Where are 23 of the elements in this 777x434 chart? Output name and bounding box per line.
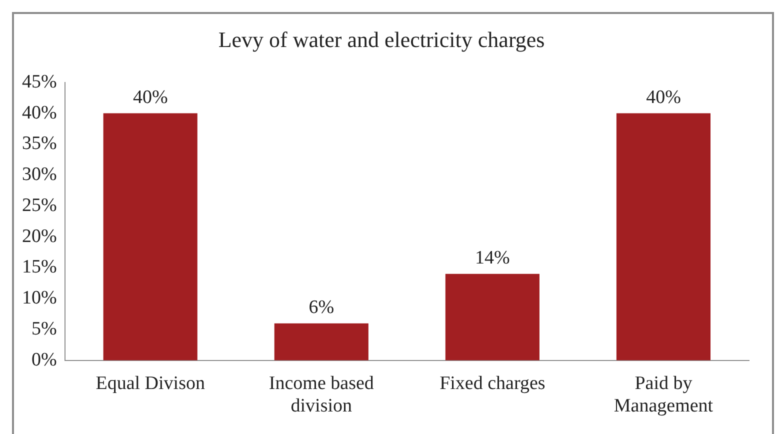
data-label: 14% (475, 247, 510, 268)
bar (274, 323, 368, 360)
x-tick-label: Income based division (268, 372, 374, 417)
y-tick-label: 20% (22, 226, 57, 247)
y-tick-label: 40% (22, 102, 57, 124)
bar (616, 113, 711, 360)
x-tick-label: Equal Divison (96, 372, 206, 394)
data-label: 6% (308, 296, 334, 318)
bar (445, 274, 540, 360)
y-tick-label: 25% (22, 194, 57, 216)
y-tick-label: 15% (22, 256, 57, 278)
y-tick-label: 5% (32, 318, 57, 340)
y-tick-label: 10% (22, 288, 57, 309)
bar (103, 113, 198, 360)
y-tick-label: 0% (32, 349, 57, 370)
y-tick-label: 35% (22, 133, 57, 154)
y-tick-label: 45% (22, 71, 57, 92)
chart-title: Levy of water and electricity charges (218, 26, 545, 52)
x-tick-label: Paid by Management (614, 372, 714, 417)
data-label: 40% (646, 86, 682, 108)
data-label: 40% (132, 86, 168, 108)
x-tick-label: Fixed charges (440, 372, 546, 394)
y-tick-label: 30% (22, 164, 57, 186)
